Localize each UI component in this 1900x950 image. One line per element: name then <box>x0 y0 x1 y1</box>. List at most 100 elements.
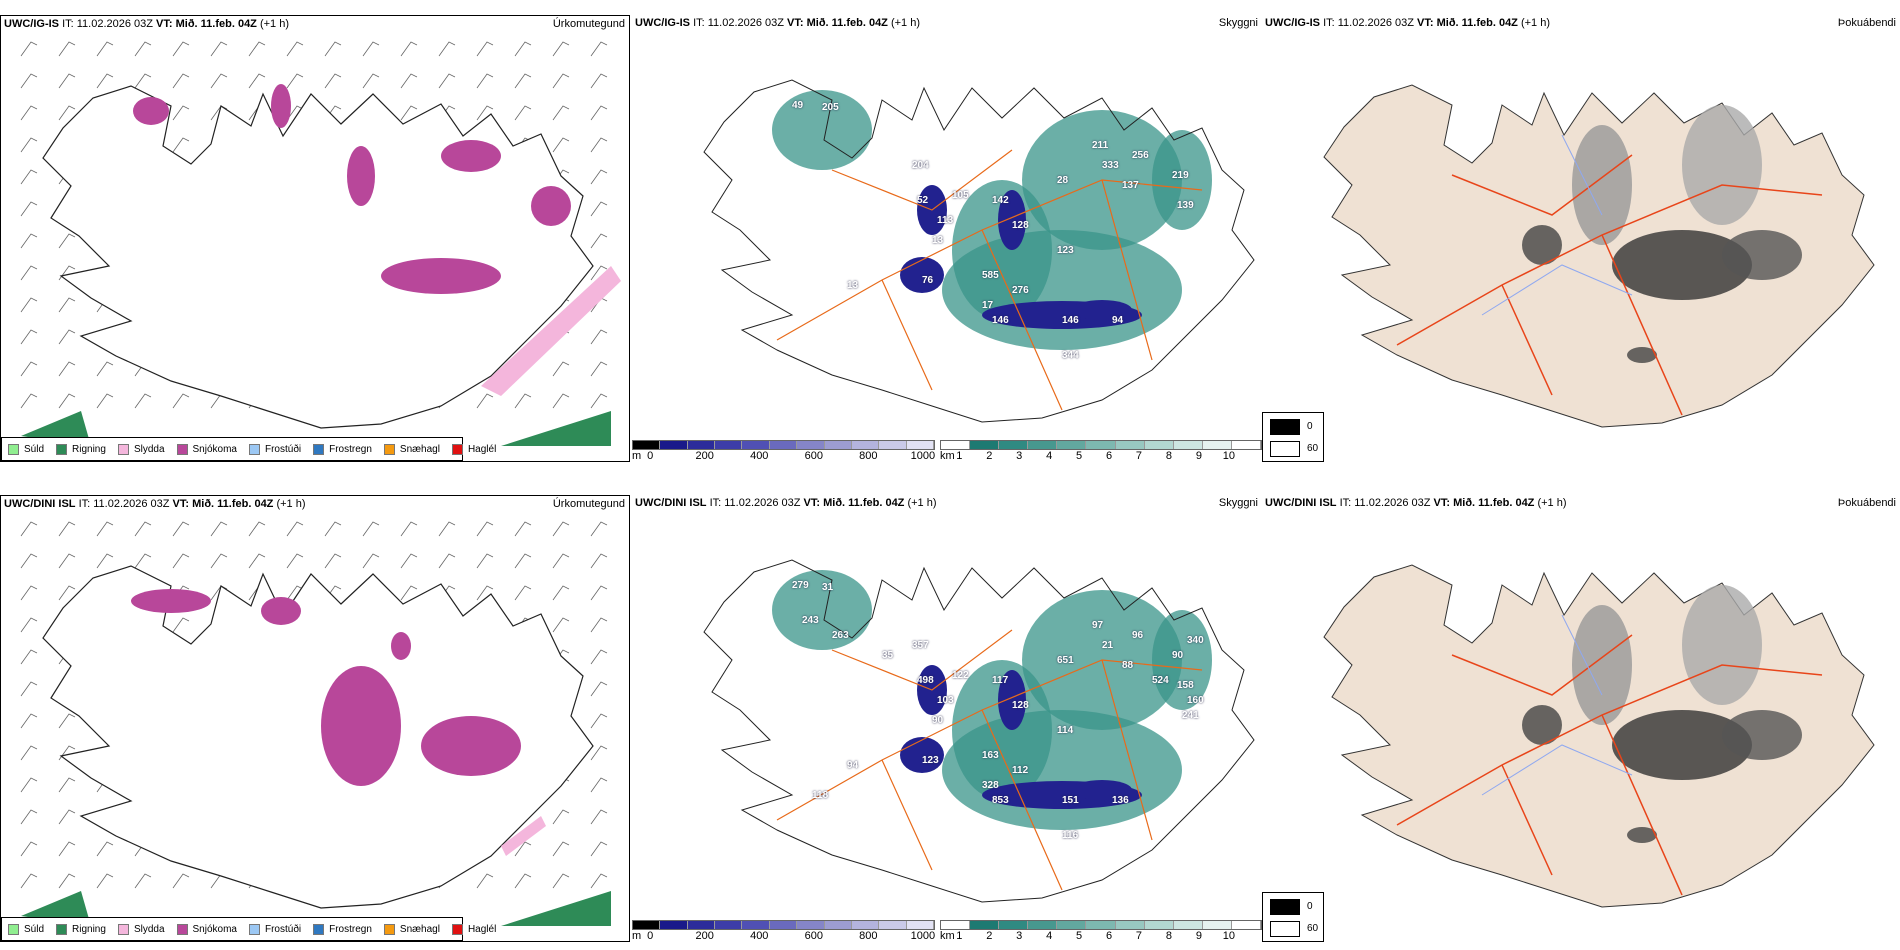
wind-barb <box>20 745 38 761</box>
legend-swatch <box>176 923 188 935</box>
wind-barb <box>134 73 152 89</box>
fog-area <box>1612 230 1752 300</box>
wind-barb <box>590 41 608 57</box>
cloud-base-label: 28 <box>1057 175 1069 186</box>
wind-barb <box>286 73 304 89</box>
wind-barb <box>248 521 266 537</box>
legend-label: Frostúði <box>264 923 302 935</box>
wind-barb <box>96 73 114 89</box>
colorbar-cell <box>879 921 907 929</box>
init-time: IT: 11.02.2026 03Z <box>1339 497 1431 509</box>
snow-area <box>131 589 211 613</box>
legend-item: Frostregn <box>313 923 372 935</box>
wind-barb <box>286 41 304 57</box>
wind-barb <box>210 553 228 569</box>
legend-swatch <box>117 443 129 455</box>
cloud-base-label: 114 <box>1057 725 1074 736</box>
wind-barb <box>134 873 152 889</box>
wind-barb <box>20 297 38 313</box>
wind-barb <box>590 521 608 537</box>
colorbar-cell <box>1202 921 1232 929</box>
coastline <box>42 565 594 909</box>
fog-legend-label: 60 <box>1307 443 1319 454</box>
precip-legend: Súld Rigning Slydda Snjókoma Frostúði Frostre… <box>1 917 496 941</box>
precip-type-panel: UWC/IG-IS IT: 11.02.2026 03Z VT: Mið. 11… <box>0 15 630 462</box>
wind-barb <box>58 393 76 409</box>
wind-barb <box>400 521 418 537</box>
cloud-base-label: 113 <box>937 215 954 226</box>
cloud-base-label: 256 <box>1132 150 1149 161</box>
wind-barb <box>210 41 228 57</box>
wind-barb <box>514 105 532 121</box>
wind-barb <box>58 233 76 249</box>
legend-item: Snæhagl <box>383 923 440 935</box>
colorbar-cell <box>851 441 880 449</box>
colorbar-tick: 3 <box>1016 930 1023 942</box>
colorbar-tick: 400 <box>750 930 769 942</box>
wind-barb <box>58 73 76 89</box>
colorbar-cell <box>687 921 716 929</box>
visibility-panel: UWC/DINI ISL IT: 11.02.2026 03Z VT: Mið.… <box>632 495 1262 945</box>
wind-barb <box>20 777 38 793</box>
wind-barb <box>248 73 266 89</box>
cloud-base-label: 243 <box>802 615 819 626</box>
init-time: IT: 11.02.2026 03Z <box>1323 17 1414 29</box>
roads <box>776 629 1203 891</box>
lead-time: (+1 h) <box>1520 17 1551 29</box>
colorbar-tick: 400 <box>750 450 769 462</box>
legend-item: Súld <box>8 923 44 935</box>
wind-barb <box>476 585 494 601</box>
fog-map[interactable] <box>1262 495 1900 925</box>
visibility-map[interactable] <box>632 15 1262 435</box>
precip-type-panel: UWC/DINI ISL IT: 11.02.2026 03Z VT: Mið.… <box>0 495 630 942</box>
cloud-base-label: 17 <box>982 300 994 311</box>
legend-swatch <box>117 923 129 935</box>
init-time: IT: 11.02.2026 03Z <box>62 18 153 30</box>
wind-barb <box>590 809 608 825</box>
coastline <box>703 559 1255 903</box>
legend-swatch <box>383 923 395 935</box>
wind-barb <box>514 73 532 89</box>
wind-barb <box>172 105 190 121</box>
cloud-base-label: 219 <box>1172 170 1189 181</box>
fog-legend-swatch <box>1270 441 1300 457</box>
snow-area <box>271 84 291 128</box>
colorbar-cell <box>660 441 688 449</box>
colorbar-cell <box>1057 921 1087 929</box>
legend-item: Haglél <box>451 923 496 935</box>
colorbar-cell <box>1028 921 1058 929</box>
cloud-base-label: 49 <box>792 100 804 111</box>
visibility-map[interactable] <box>632 495 1262 915</box>
precip-map[interactable] <box>1 16 630 462</box>
legend-swatch <box>56 443 68 455</box>
rivers <box>1481 134 1633 316</box>
colorbar-cell <box>999 441 1029 449</box>
wind-barb <box>400 73 418 89</box>
wind-barb <box>286 553 304 569</box>
low-cloud-area <box>1072 780 1132 800</box>
low-cloud-area <box>1072 300 1132 320</box>
wind-barb <box>400 553 418 569</box>
colorbar-tick: 6 <box>1105 450 1113 462</box>
colorbar-unit: m <box>632 450 642 462</box>
legend-swatch <box>248 443 260 455</box>
colorbar-cell <box>1231 921 1262 929</box>
wind-barb <box>20 361 38 377</box>
legend-label: Slydda <box>133 443 165 455</box>
fog-map[interactable] <box>1262 15 1900 445</box>
wind-barb <box>20 585 38 601</box>
wind-barb <box>476 521 494 537</box>
legend-item: Frostúði <box>248 923 302 935</box>
precip-map[interactable] <box>1 496 630 942</box>
wind-barb <box>58 777 76 793</box>
fog-legend-swatch <box>1270 419 1300 435</box>
wind-barb <box>96 41 114 57</box>
panel-title: Skyggni <box>1218 17 1258 29</box>
wind-barb <box>58 553 76 569</box>
cloud-base-label: 340 <box>1187 635 1204 646</box>
wind-barb <box>58 297 76 313</box>
legend-swatch <box>56 923 68 935</box>
cloud-base-label: 241 <box>1182 710 1199 721</box>
wind-barb <box>248 553 266 569</box>
cloud-base-label: 276 <box>1012 285 1029 296</box>
